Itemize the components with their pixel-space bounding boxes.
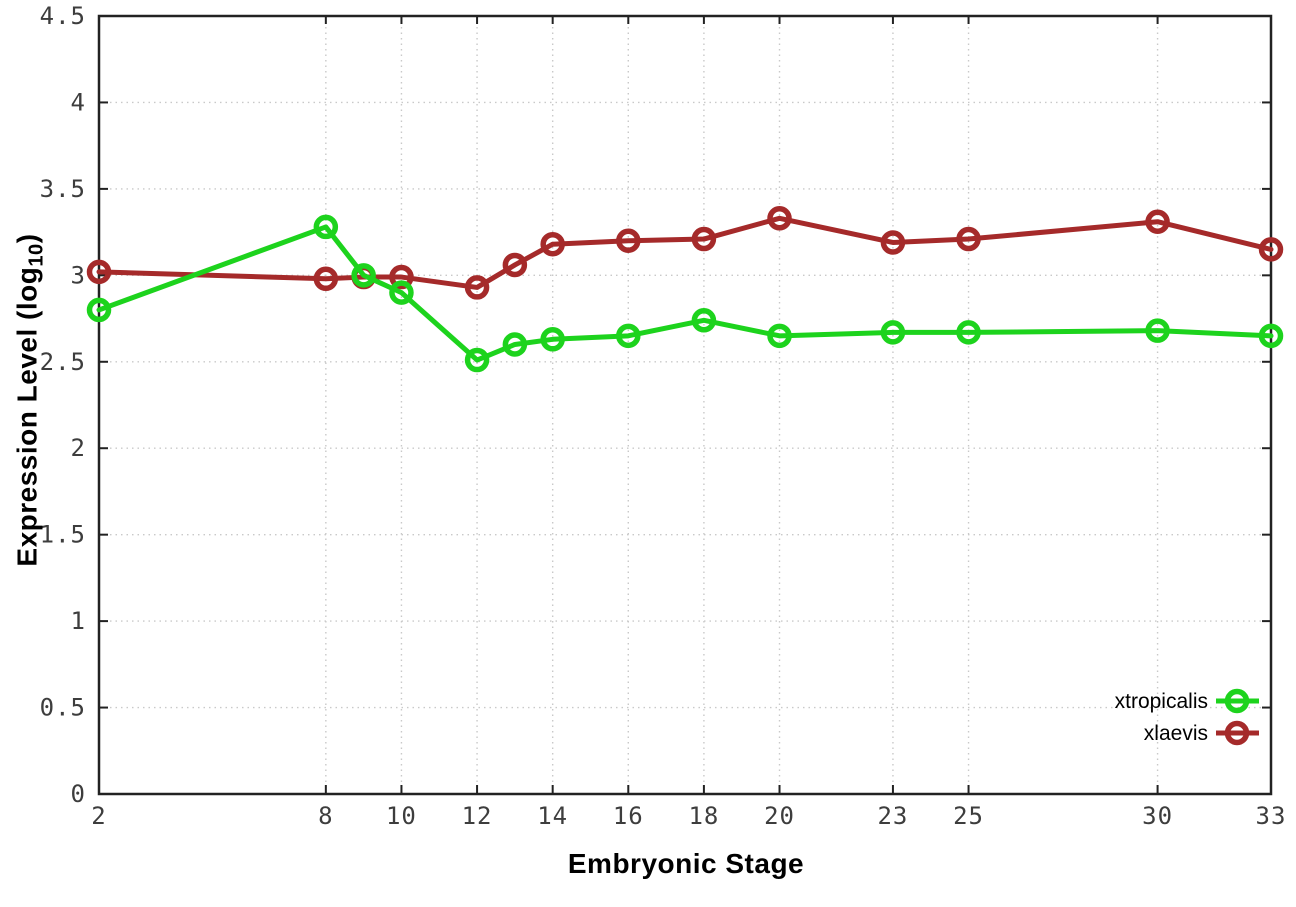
xtropicalis-data-point-marker <box>464 347 490 373</box>
xlaevis-data-point-marker <box>389 264 414 290</box>
xlaevis-data-point-marker <box>540 231 565 257</box>
xtropicalis-data-point-marker <box>880 320 906 345</box>
x-tick-label: 2 <box>91 802 106 830</box>
y-axis-title: Expression Level (log10) <box>11 233 48 566</box>
xtropicalis-data-point-marker <box>389 280 414 305</box>
y-tick-label: 4.5 <box>40 2 86 30</box>
xtropicalis-data-point-marker <box>86 297 112 323</box>
xlaevis-data-point-marker <box>464 275 490 300</box>
xlaevis-data-point-marker <box>313 266 339 292</box>
x-tick-label: 23 <box>877 802 908 830</box>
y-tick-label: 1.5 <box>40 521 86 549</box>
xtropicalis-data-point-marker <box>767 323 792 349</box>
y-tick-label: 3 <box>71 261 86 289</box>
y-axis-title-close: ) <box>11 233 43 244</box>
xlaevis-data-point-marker <box>880 230 906 255</box>
y-tick-label: 0 <box>71 780 86 808</box>
xtropicalis-data-point-marker <box>1258 323 1284 349</box>
xlaevis-data-point-marker <box>502 252 528 278</box>
x-tick-label: 33 <box>1256 802 1287 830</box>
xlaevis-data-point-marker <box>1258 237 1284 262</box>
x-tick-label: 16 <box>613 802 644 830</box>
y-tick-label: 3.5 <box>40 175 86 203</box>
series-line-xlaevis <box>96 215 1274 290</box>
xtropicalis-data-point-marker <box>313 214 339 240</box>
y-axis-title-subscript: 10 <box>25 243 48 267</box>
x-tick-label: 8 <box>318 802 333 830</box>
xlaevis-data-point-marker <box>767 206 792 231</box>
legend-marker-icon <box>1224 688 1250 714</box>
x-tick-label: 10 <box>386 802 417 830</box>
xlaevis-data-point-marker <box>86 259 112 285</box>
xlaevis-data-point-marker <box>1145 209 1170 234</box>
x-tick-label: 30 <box>1142 802 1173 830</box>
x-tick-label: 14 <box>537 802 568 830</box>
xtropicalis-data-point-marker <box>956 320 981 345</box>
y-axis-title-text: Expression Level (log <box>11 266 43 567</box>
y-tick-label: 2.5 <box>40 348 86 376</box>
xtropicalis-data-point-marker <box>351 263 376 288</box>
y-tick-label: 0.5 <box>40 694 86 722</box>
series-line-xtropicalis <box>96 224 1274 363</box>
legend-label-xlaevis: xlaevis <box>1144 722 1208 745</box>
x-tick-label: 25 <box>953 802 984 830</box>
y-tick-label: 2 <box>71 434 86 462</box>
xtropicalis-data-point-marker <box>1145 318 1170 343</box>
xlaevis-data-point-marker <box>956 226 981 252</box>
y-tick-label: 4 <box>71 88 86 116</box>
xlaevis-data-point-marker <box>616 228 641 254</box>
x-tick-label: 12 <box>462 802 493 830</box>
xtropicalis-data-point-marker <box>616 323 641 349</box>
xlaevis-data-point-marker <box>691 226 717 252</box>
legend-marker-icon <box>1224 720 1250 746</box>
xtropicalis-data-point-marker <box>502 332 528 357</box>
xtropicalis-data-point-marker <box>691 308 717 333</box>
y-tick-label: 1 <box>71 607 86 635</box>
x-tick-label: 20 <box>764 802 795 830</box>
legend-label-xtropicalis: xtropicalis <box>1115 690 1208 713</box>
x-axis-title: Embryonic Stage <box>567 848 805 879</box>
x-tick-label: 18 <box>688 802 719 830</box>
xtropicalis-data-point-marker <box>540 327 565 352</box>
plot-border <box>97 14 1273 796</box>
